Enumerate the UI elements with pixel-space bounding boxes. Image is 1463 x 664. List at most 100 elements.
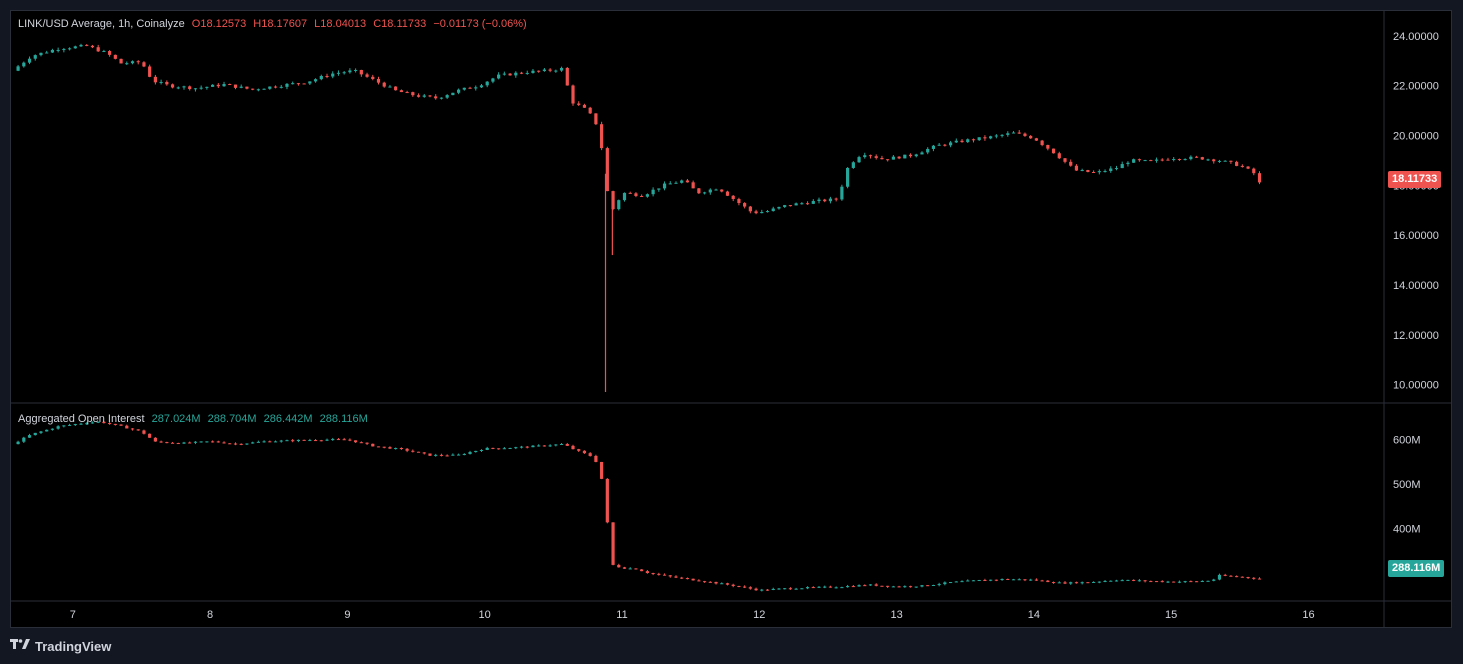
oi-candle-body [371,443,375,447]
price-candle-body [840,186,844,200]
oi-candle-body [1223,574,1227,576]
oi-candle-body [119,424,123,426]
oi-candle-body [268,441,272,443]
oi-candle-body [702,581,707,583]
price-candle-body [640,195,644,197]
oi-candle-body [1074,582,1079,584]
oi-candle-body [474,450,478,453]
oi-candle-body [67,424,72,426]
oi-candle-body [256,441,260,443]
price-candle-body [388,86,392,88]
price-candle-body [754,211,758,214]
price-candle-body [1194,156,1199,158]
oi-candle-body [1103,580,1107,582]
oi-candle-body [1257,578,1262,580]
price-tick-label: 14.00000 [1393,280,1439,292]
oi-candle-body [148,433,152,438]
price-candle-body [1097,171,1101,173]
price-candle-body [1023,133,1027,136]
oi-candle-body [90,422,95,424]
price-candle-body [1246,166,1250,169]
oi-candle-body [239,443,243,445]
price-candle-body [577,103,581,105]
price-candle-body [1200,157,1204,160]
price-candle-body [777,206,781,209]
oi-candle-body [662,574,667,576]
price-candle-body [502,73,506,75]
oi-candle-body [645,571,649,574]
oi-candle-body [291,440,295,442]
oi-candle-body [382,446,386,448]
price-candle-body [685,180,690,183]
oi-candle-body [1229,575,1233,577]
price-candle-body [1240,165,1244,167]
oi-candle-body [519,446,524,448]
price-candle-body [811,201,815,204]
oi-candle-body [748,587,752,589]
oi-candle-body [502,448,506,450]
oi-candle-body [1034,579,1038,581]
price-candle-body [1177,159,1182,161]
price-candle-body [308,81,312,84]
oi-candle-body [983,580,987,582]
price-candle-body [622,192,627,201]
oi-candle-body [228,443,232,445]
oi-candle-body [1217,574,1222,580]
oi-candle-body [165,442,169,444]
price-candle-body [22,62,26,67]
oi-legend-value-3: 286.442M [263,413,313,425]
oi-candle-body [365,442,369,444]
oi-candle-body [1017,579,1021,581]
oi-candle-body [491,447,495,449]
oi-candle-body [1006,579,1010,580]
price-candle-body [697,188,701,194]
price-candle-body [1183,159,1187,161]
oi-candle-body [685,578,690,580]
oi-legend-value-4: 288.116M [319,413,368,425]
oi-candle-body [1177,581,1182,583]
price-candle-body [1212,159,1216,162]
oi-candle-body [279,440,283,442]
price-candle-body [571,85,575,104]
oi-candle-body [251,442,255,444]
oi-candle-body [720,583,724,585]
price-candle-body [788,205,793,207]
price-candle-body [880,157,884,160]
price-legend-open: O18.12573 [191,18,247,30]
price-candle-body [279,86,283,88]
oi-candle-body [1040,580,1044,582]
price-candle-body [645,194,649,197]
oi-candle-body [233,443,238,445]
price-candle-body [428,95,432,97]
oi-candle-body [971,580,976,582]
oi-candle-body [451,454,455,456]
oi-candle-body [1126,579,1130,581]
price-candle-body [846,167,850,187]
oi-candle-body [325,439,329,441]
price-candle-body [851,162,855,168]
oi-candle-body [468,452,472,454]
oi-candle-body [891,586,895,588]
axes: 24.0000022.0000020.0000018.0000016.00000… [70,31,1439,621]
price-candle-body [594,113,598,125]
price-candle-body [582,104,587,108]
oi-candle-body [33,432,37,436]
oi-candle-body [153,437,157,442]
oi-candle-body [359,442,363,444]
oi-candle-body [868,584,873,586]
price-candle-body [319,75,323,80]
oi-candle-body [331,439,335,441]
price-candle-body [708,189,712,193]
price-candle-body [497,74,501,79]
price-candle-body [188,86,192,90]
price-candle-body [525,72,529,74]
oi-candle-body [857,585,861,587]
oi-candle-body [354,440,358,443]
oi-legend-name: Aggregated Open Interest [18,413,145,425]
price-candle-body [1120,164,1124,169]
oi-candle-body [605,478,609,523]
oi-candle-body [479,449,484,451]
oi-candle-body [651,573,655,575]
oi-candle-body [388,447,392,449]
